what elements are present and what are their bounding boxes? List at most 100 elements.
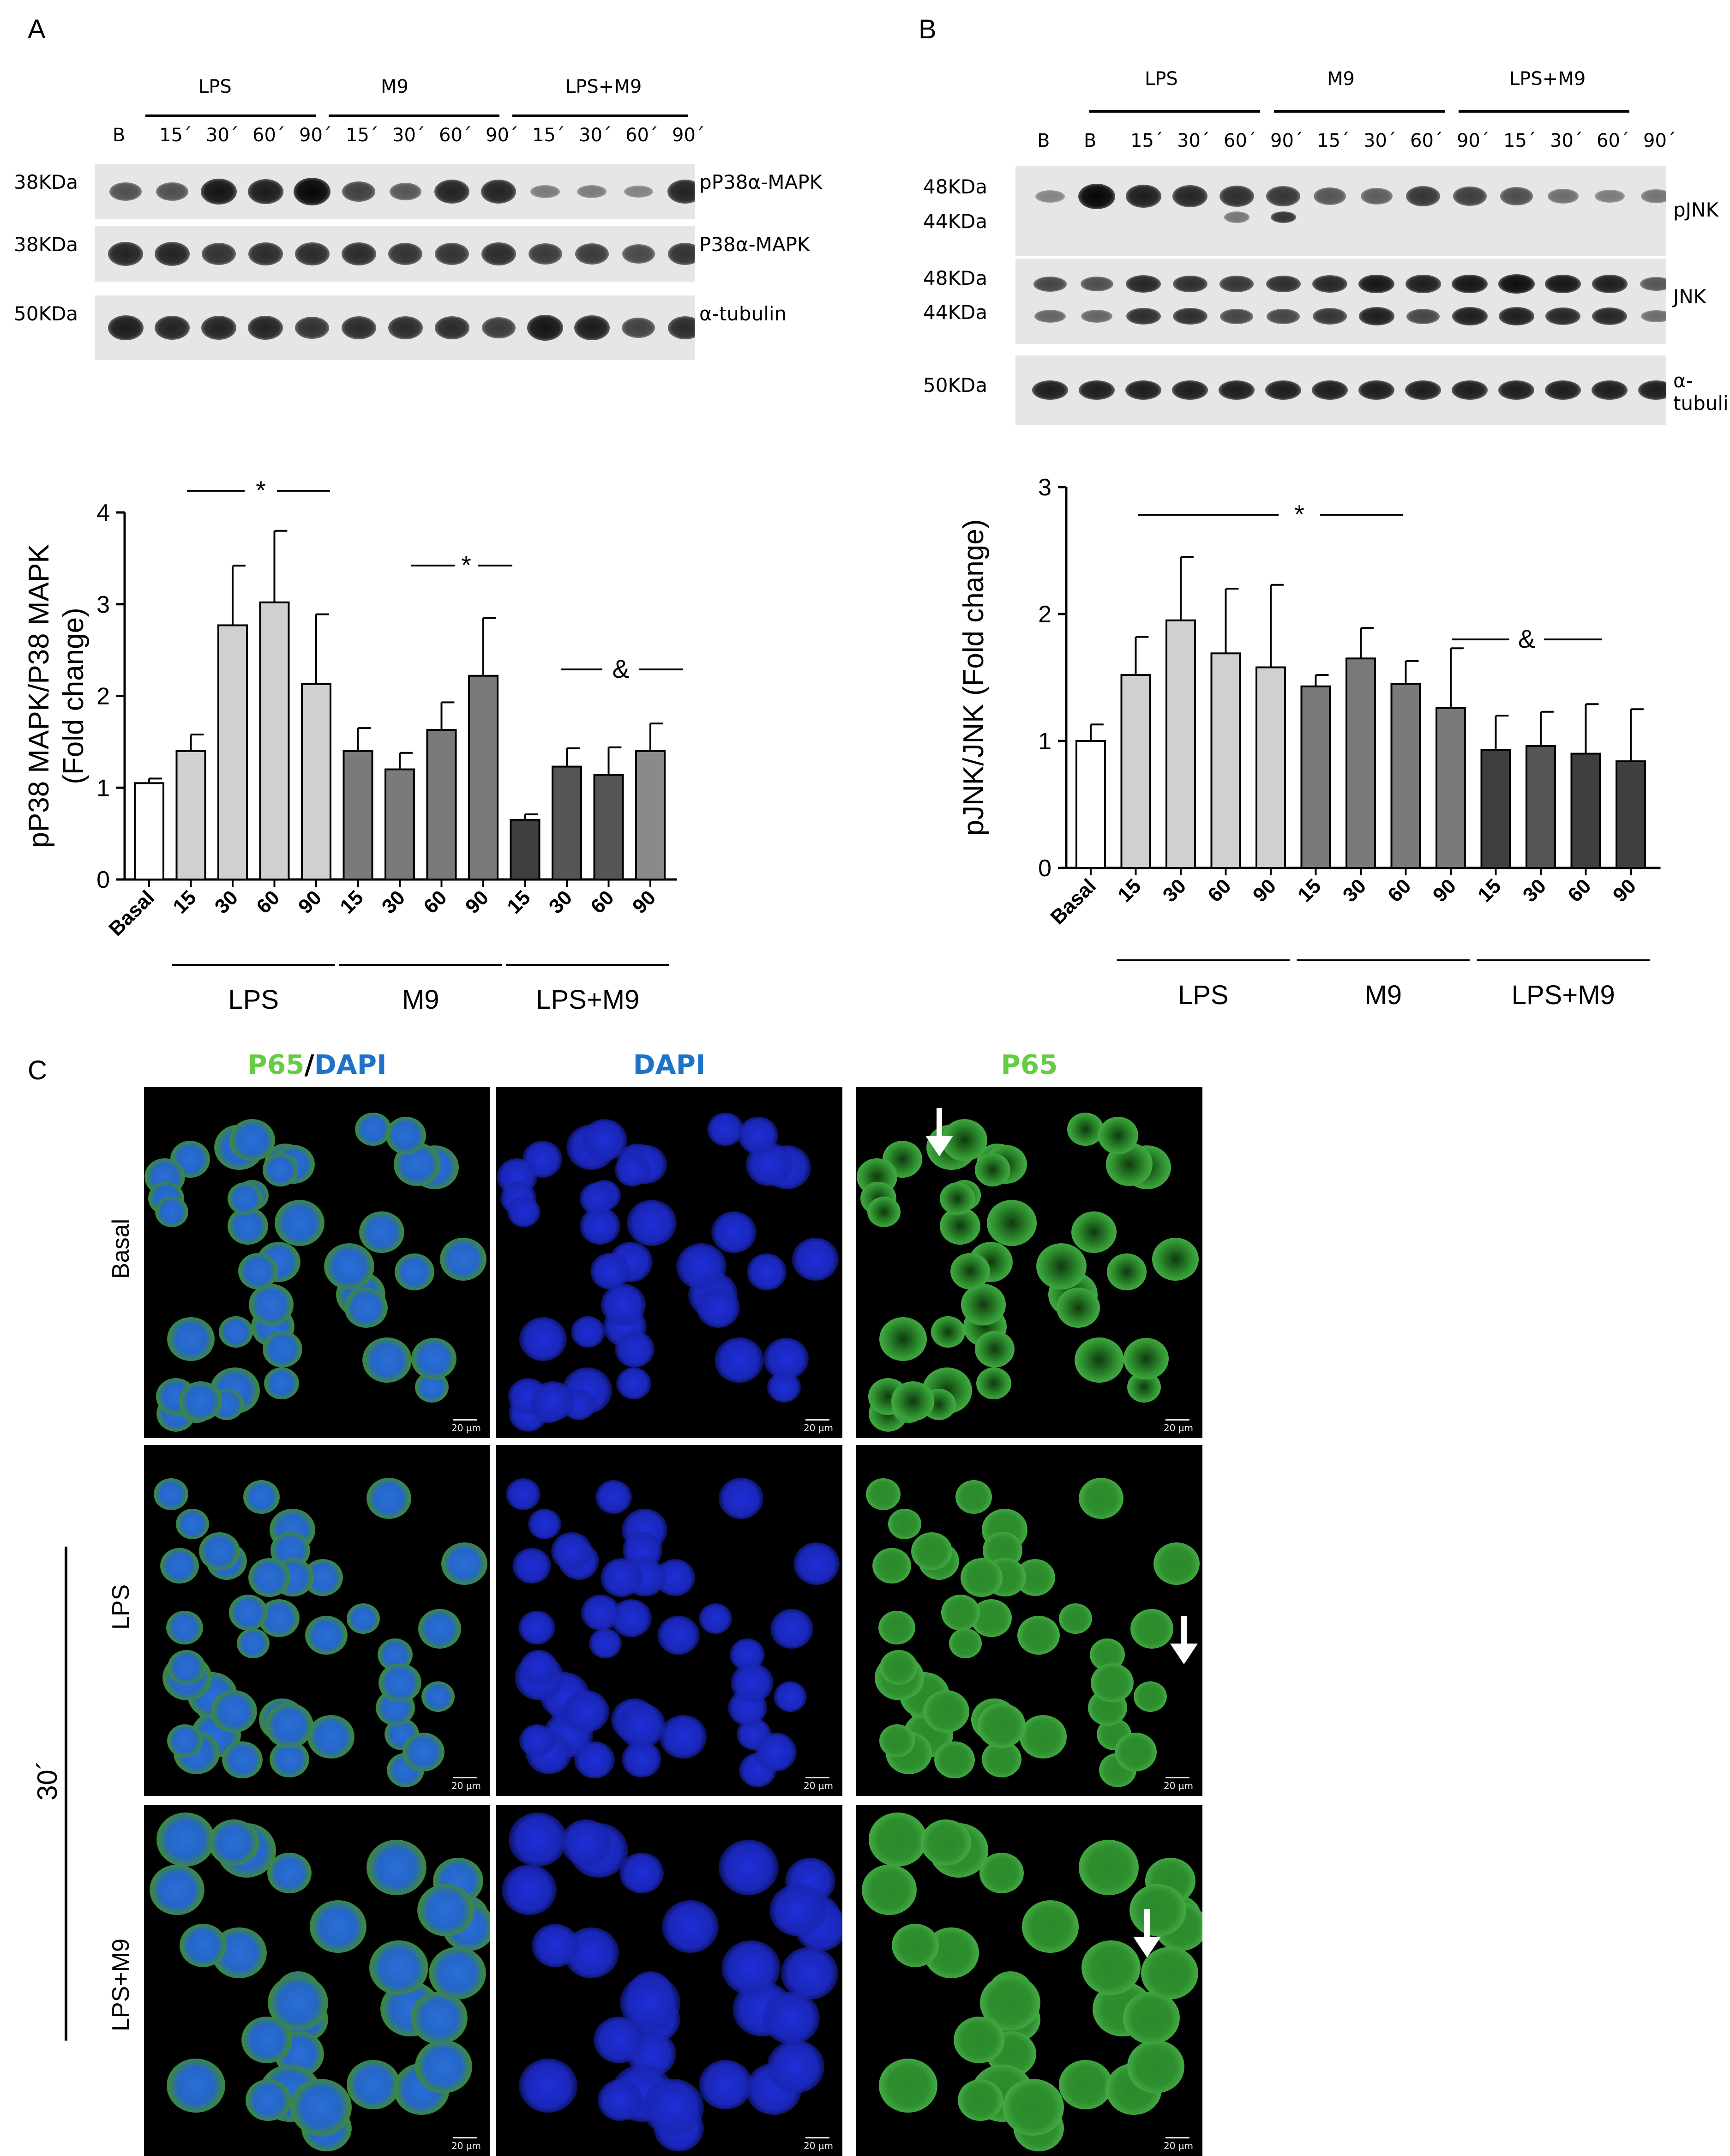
p65-stained-cell — [1079, 1477, 1124, 1519]
panel-b-lane-label: 15´ — [1503, 130, 1536, 151]
dapi-nucleus — [696, 1287, 740, 1328]
panel-b-band — [1452, 307, 1488, 325]
micrograph-panel: 20 µm — [856, 1087, 1202, 1438]
panel-b-band — [1592, 380, 1628, 400]
dapi-nucleus — [519, 1317, 567, 1361]
merged-cell — [237, 1628, 270, 1658]
micrograph-panel: 20 µm — [496, 1805, 842, 2156]
panel-b-mw-label: 44KDa — [923, 301, 988, 324]
panel-b-band — [1267, 308, 1300, 324]
x-tick-label: 15 — [503, 886, 535, 918]
scale-bar-label: 20 µm — [451, 1780, 481, 1791]
panel-b-band — [1592, 307, 1627, 325]
panel-b-mw-label: 44KDa — [923, 210, 988, 233]
bar — [1390, 683, 1421, 869]
dapi-nucleus — [581, 1595, 620, 1631]
panel-a-mw-label: 50KDa — [14, 302, 78, 325]
panel-b-band — [1312, 380, 1348, 400]
merged-cell — [359, 1211, 404, 1253]
merged-cell — [243, 1480, 280, 1514]
panel-b-band — [1498, 380, 1534, 400]
dapi-nucleus — [506, 1478, 541, 1510]
panel-a-band — [622, 318, 655, 338]
arrow-head — [1170, 1644, 1198, 1664]
bar — [1436, 707, 1466, 869]
merged-cell — [154, 1478, 189, 1510]
dapi-nucleus — [508, 1813, 567, 1867]
dapi-nucleus — [763, 1337, 809, 1380]
x-tick-label: 15 — [336, 886, 367, 918]
bar — [1346, 657, 1376, 869]
panel-b-band — [1360, 188, 1393, 205]
bar — [301, 683, 331, 880]
panel-b-band — [1125, 185, 1161, 208]
bar — [1480, 749, 1511, 869]
p65-stained-cell — [866, 1478, 901, 1510]
group-label: LPS — [228, 985, 279, 1015]
bar — [259, 601, 290, 880]
merged-cell — [385, 1117, 426, 1154]
scale-bar — [453, 1419, 477, 1421]
merged-cell — [347, 2060, 401, 2109]
panel-a-group-lpsm9-line — [512, 114, 688, 117]
panel-a-group-m9: M9 — [381, 76, 408, 97]
panel-b-band — [1080, 277, 1113, 291]
p65-stained-cell — [888, 1508, 921, 1539]
panel-b-band — [1172, 307, 1207, 325]
merged-cell — [274, 1200, 324, 1246]
panel-a-lane-label: B — [113, 125, 126, 146]
dapi-nucleus — [589, 1628, 622, 1658]
merged-cell — [160, 1548, 199, 1584]
p65-stained-cell — [1020, 1715, 1067, 1759]
p65-stained-cell — [1106, 1253, 1147, 1290]
x-tick-label: 60 — [1563, 874, 1595, 906]
arrow-icon — [925, 1108, 953, 1159]
dapi-nucleus — [595, 1480, 632, 1514]
merged-cell — [439, 1238, 487, 1281]
p65-stained-cell — [950, 1253, 991, 1289]
bar — [1075, 740, 1106, 869]
panel-a-blot-strip — [95, 164, 695, 219]
dapi-nucleus — [707, 1112, 744, 1146]
row-label-lps: LPS — [108, 1584, 134, 1630]
dapi-nucleus — [614, 1153, 651, 1186]
merged-cell — [362, 1337, 412, 1383]
panel-a-band — [481, 317, 516, 338]
panel-b-lane-label: 30´ — [1550, 130, 1583, 151]
panel-b-band — [1266, 275, 1301, 293]
x-tick-label: 90 — [628, 886, 660, 918]
merged-cell — [394, 1253, 435, 1290]
panel-a-band — [248, 316, 283, 340]
x-tick-label: 30 — [545, 886, 577, 918]
scale-bar — [1165, 1777, 1189, 1778]
scale-bar-label: 20 µm — [803, 1780, 833, 1791]
p65-stained-cell — [920, 1819, 972, 1866]
col-head-merge-dapi: DAPI — [314, 1049, 387, 1080]
dapi-nucleus — [598, 2079, 643, 2121]
col-head-merge-p65: P65 — [247, 1049, 305, 1080]
panel-a-band — [527, 315, 563, 341]
x-tick-label: 60 — [252, 886, 284, 918]
dapi-nucleus — [528, 1508, 561, 1539]
p65-stained-cell — [977, 1703, 1026, 1748]
arrow-shaft — [937, 1108, 942, 1140]
panel-a-lane-label: 15´ — [532, 125, 565, 146]
scale-bar — [805, 1419, 829, 1421]
merged-cell — [344, 1287, 388, 1328]
panel-b-band — [1594, 189, 1625, 203]
p65-stained-cell — [1021, 1900, 1079, 1953]
p65-stained-cell — [911, 1532, 953, 1571]
bar — [175, 750, 206, 880]
merged-cell — [222, 1741, 263, 1779]
merged-cell — [248, 1558, 290, 1597]
panel-b-mw-label: 48KDa — [923, 267, 988, 289]
merged-cell — [149, 1864, 204, 1915]
bar — [1300, 685, 1331, 869]
panel-b-band — [1219, 185, 1254, 207]
merged-cell — [179, 1381, 222, 1421]
merged-cell — [441, 1542, 487, 1585]
panel-a-band — [156, 182, 188, 201]
panel-a-lane-label: 30´ — [206, 125, 239, 146]
panel-a-band — [247, 179, 283, 204]
dapi-nucleus — [531, 1924, 579, 1968]
